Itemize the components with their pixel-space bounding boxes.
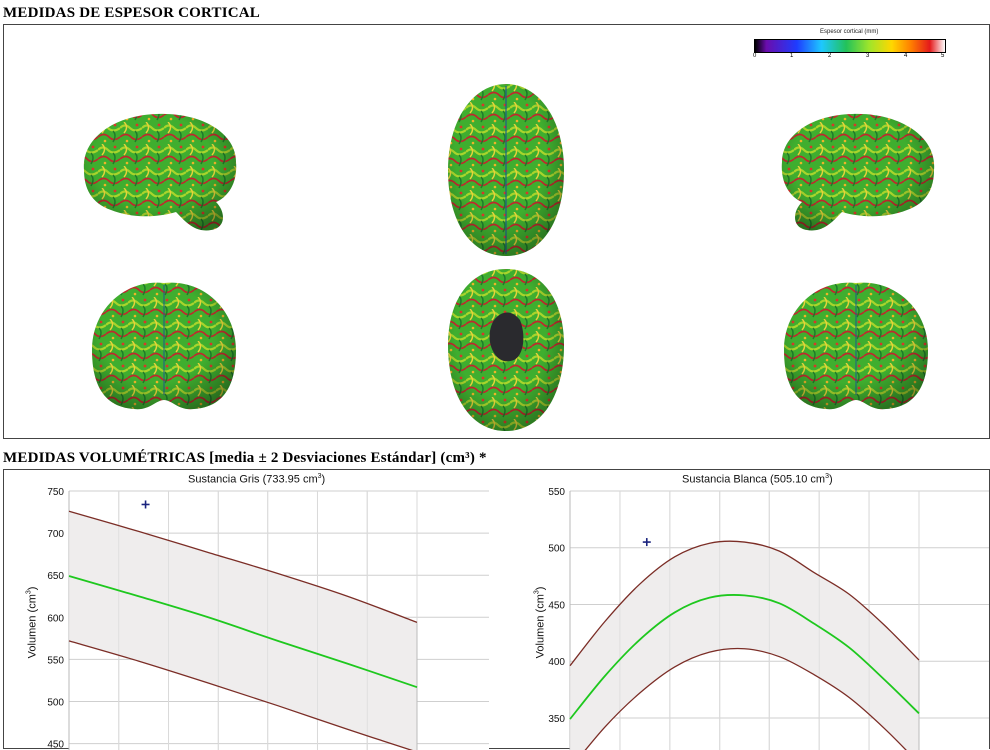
- brain-superior-view: [448, 84, 564, 256]
- colorbar-tick: 3: [866, 53, 870, 59]
- upper-limit-line: [569, 540, 920, 667]
- colorbar: Espesor cortical (mm) 0 1 2 3 4 5: [750, 29, 950, 65]
- y-tick-label: 750: [47, 487, 64, 498]
- patient-marker: [642, 538, 651, 547]
- gm-chart-title: Sustancia Gris (733.95 cm3): [188, 473, 326, 486]
- y-tick-label: 350: [548, 714, 565, 725]
- cortical-panel: Espesor cortical (mm) 0 1 2 3 4 5: [3, 24, 990, 439]
- brain-right-lateral-view: [781, 113, 935, 231]
- brain-anterior-view: [92, 282, 236, 410]
- y-tick-label: 600: [47, 613, 64, 624]
- wm-chart-title: Sustancia Blanca (505.10 cm3): [682, 473, 833, 486]
- lower-limit-line: [68, 640, 413, 750]
- mean-line: [569, 594, 920, 720]
- cortical-section-title: MEDIDAS DE ESPESOR CORTICAL: [3, 5, 261, 21]
- colorbar-tick: 2: [828, 53, 832, 59]
- volumetric-panel: Sustancia Gris (733.95 cm3) Sustancia Bl…: [3, 469, 990, 750]
- y-tick-label: 450: [548, 600, 565, 611]
- y-tick-label: 550: [47, 655, 64, 666]
- colorbar-tick: 1: [790, 53, 794, 59]
- colorbar-gradient: [754, 39, 946, 53]
- upper-limit-line: [68, 510, 418, 623]
- y-tick-label: 550: [548, 487, 565, 498]
- brain-posterior-view: [784, 282, 928, 410]
- colorbar-tick: 5: [941, 53, 945, 59]
- y-tick-label: 500: [47, 697, 64, 708]
- y-tick-label: 700: [47, 529, 64, 540]
- sd-band: [570, 541, 919, 750]
- colorbar-tick: 0: [753, 53, 757, 59]
- gm-chart: 450 500 550 600 650 700 750: [47, 487, 489, 750]
- patient-marker: [141, 500, 150, 509]
- sd-band: [69, 511, 417, 750]
- lower-limit-line: [584, 647, 907, 750]
- volumetric-section-title: MEDIDAS VOLUMÉTRICAS [media ± 2 Desviaci…: [3, 450, 487, 466]
- y-tick-label: 400: [548, 657, 565, 668]
- brain-inferior-view: [448, 269, 564, 431]
- y-tick-label: 650: [47, 571, 64, 582]
- colorbar-title: Espesor cortical (mm): [820, 29, 879, 35]
- colorbar-tick: 4: [904, 53, 908, 59]
- wm-chart: 350 400 450 500 550: [548, 487, 989, 750]
- brain-left-lateral-view: [83, 113, 237, 231]
- mean-line: [68, 575, 418, 689]
- y-tick-label: 450: [47, 740, 64, 750]
- y-tick-label: 500: [548, 544, 565, 555]
